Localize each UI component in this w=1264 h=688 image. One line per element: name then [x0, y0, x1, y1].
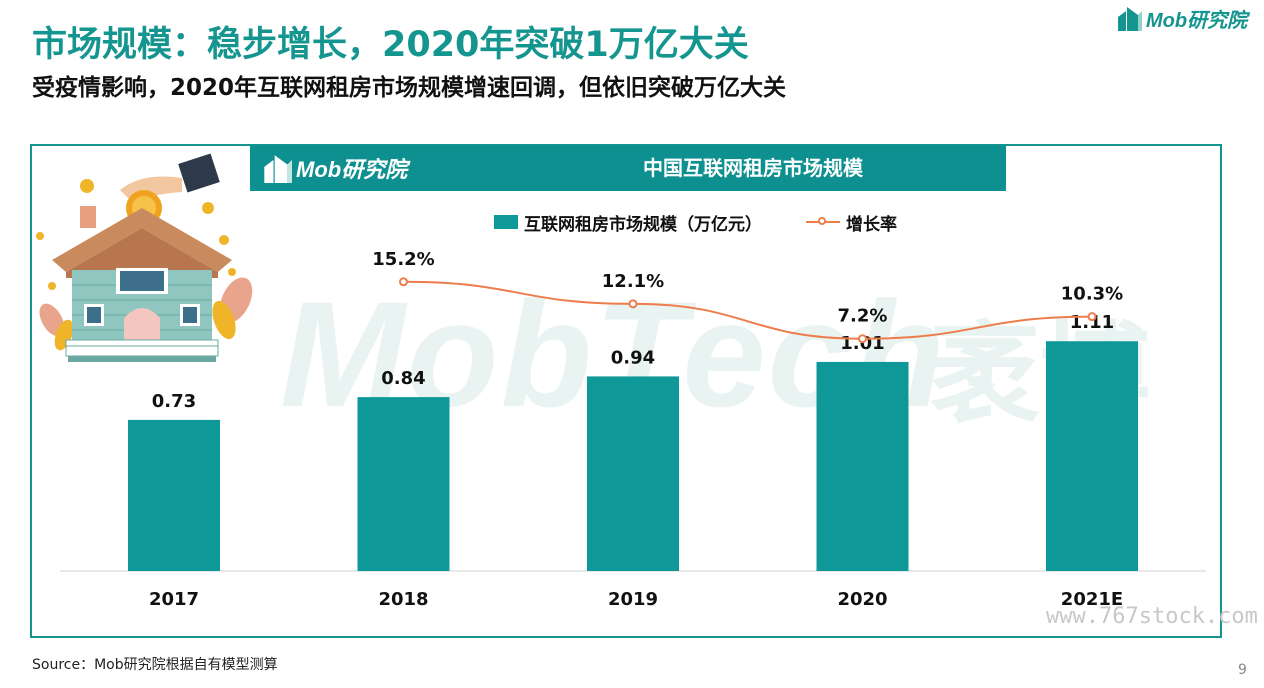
page-subtitle: 受疫情影响，2020年互联网租房市场规模增速回调，但依旧突破万亿大关 — [32, 75, 787, 101]
building-logo-icon — [1118, 7, 1142, 31]
x-tick-label: 2018 — [378, 589, 428, 610]
legend-line-swatch — [806, 215, 840, 229]
site-watermark: www.767stock.com — [1046, 604, 1258, 629]
growth-rate-point — [399, 277, 408, 287]
bar-value-label: 0.73 — [152, 391, 196, 412]
banner-logo-text: Mob研究院 — [296, 157, 408, 182]
x-tick-label: 2017 — [149, 589, 199, 610]
house-illustration — [36, 153, 253, 362]
logo-text: Mob研究院 — [1146, 9, 1248, 32]
building-logo-icon — [264, 155, 292, 183]
chart-banner: Mob研究院 中国互联网租房市场规模 — [250, 145, 1006, 191]
x-tick-label: 2019 — [608, 589, 658, 610]
source-note: Source：Mob研究院根据自有模型测算 — [32, 657, 278, 673]
growth-rate-label: 10.3% — [1061, 284, 1123, 305]
banner-logo: Mob研究院 — [262, 151, 407, 185]
bar-2018 — [357, 397, 450, 571]
bar-2019 — [587, 376, 679, 571]
chart-title: 中国互联网租房市场规模 — [643, 156, 863, 180]
bar-value-label: 0.84 — [381, 368, 425, 389]
chart-legend: 互联网租房市场规模（万亿元） 增长率 — [494, 208, 897, 236]
growth-rate-label: 15.2% — [372, 249, 434, 270]
x-tick-label: 2020 — [837, 589, 887, 610]
growth-rate-label: 7.2% — [838, 306, 888, 327]
legend-bar-swatch — [494, 215, 518, 229]
growth-rate-point — [1087, 312, 1097, 322]
growth-rate-point — [858, 334, 867, 344]
growth-rate-label: 12.1% — [602, 271, 664, 292]
bar-2020 — [816, 361, 909, 571]
growth-rate-point — [628, 299, 638, 309]
mob-logo: Mob研究院 — [1116, 4, 1247, 32]
bar-2021E — [1046, 341, 1138, 571]
bar-2017 — [128, 419, 220, 571]
growth-rate-line — [403, 280, 1093, 340]
bar-value-label: 0.94 — [611, 347, 655, 368]
legend-bar-label: 互联网租房市场规模（万亿元） — [524, 214, 762, 235]
legend-line-label: 增长率 — [846, 214, 897, 235]
x-tick-label: 2021E — [1061, 589, 1123, 610]
page-number: 9 — [1238, 662, 1247, 678]
page-title: 市场规模：稳步增长，2020年突破1万亿大关 — [32, 25, 749, 65]
